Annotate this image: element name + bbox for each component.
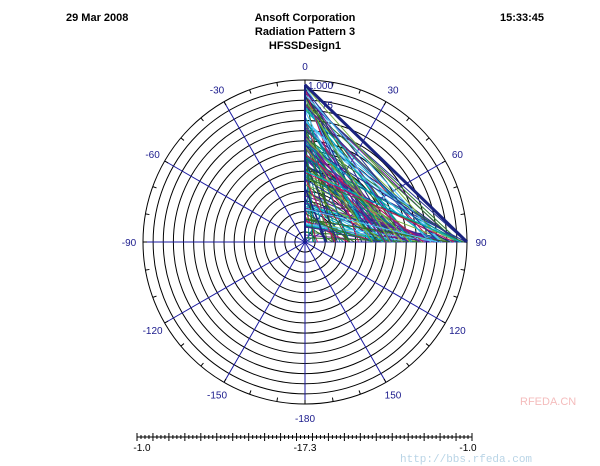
trace-line <box>304 208 439 243</box>
ring-tick <box>164 320 169 324</box>
angle-label: 120 <box>449 326 466 337</box>
angle-label: 60 <box>452 150 464 161</box>
trace-line <box>304 187 328 243</box>
trace-line <box>304 170 461 243</box>
trace-line <box>304 134 351 243</box>
ring-tick <box>406 117 410 122</box>
time-label: 15:33:45 <box>500 12 545 24</box>
trace-line <box>304 116 328 243</box>
radial-max-label: 1.000 <box>308 81 333 92</box>
angle-label: 90 <box>475 238 487 249</box>
colorbar-label: -17.3 <box>294 443 317 454</box>
grid-spoke <box>223 241 306 383</box>
ring-tick <box>358 89 361 94</box>
ring-tick <box>249 390 252 395</box>
trace-line <box>304 144 463 243</box>
trace-line <box>304 142 436 243</box>
ring-tick <box>152 186 157 189</box>
angle-label: -150 <box>207 390 227 401</box>
ring-tick <box>200 362 204 367</box>
colorbar-label: -1.0 <box>459 443 477 454</box>
ring-tick <box>145 268 150 271</box>
angle-label: -120 <box>143 326 163 337</box>
trace-line <box>304 98 391 243</box>
angle-label: 30 <box>387 86 399 97</box>
trace-line <box>304 167 351 243</box>
watermark-url: http://bbs.rfeda.com <box>400 454 533 466</box>
trace-line <box>304 190 387 243</box>
grid-spoke <box>164 241 306 324</box>
ring-tick <box>441 160 446 164</box>
ring-tick <box>358 390 361 395</box>
trace-line <box>304 223 411 243</box>
ring-tick <box>180 343 185 347</box>
ring-tick <box>460 268 465 271</box>
radial-mid-label: .75 <box>319 100 333 111</box>
trace-line <box>304 103 458 243</box>
trace-line <box>304 157 461 243</box>
ring-tick <box>453 295 458 298</box>
ring-tick <box>223 378 227 383</box>
colorbar-label: -1.0 <box>133 443 151 454</box>
ring-tick <box>331 82 334 87</box>
trace-envelope <box>303 83 469 244</box>
ring-tick <box>200 117 204 122</box>
grid-spoke <box>304 241 387 383</box>
trace-line <box>304 124 393 243</box>
angle-label: 0 <box>302 62 308 73</box>
angle-label: 150 <box>385 390 402 401</box>
ring-tick <box>406 362 410 367</box>
trace-line <box>304 218 373 243</box>
trace-line <box>304 137 314 243</box>
grid-spoke <box>223 101 306 243</box>
trace-line <box>304 105 440 243</box>
date-label: 29 Mar 2008 <box>66 12 129 24</box>
ring-tick <box>383 378 387 383</box>
trace-line <box>304 225 381 243</box>
ring-tick <box>145 213 150 216</box>
trace-line <box>304 89 429 243</box>
angle-label: -30 <box>210 86 225 97</box>
ring-tick <box>249 89 252 94</box>
ring-tick <box>331 397 334 402</box>
ring-tick <box>180 137 185 141</box>
ring-tick <box>425 137 430 141</box>
ring-tick <box>425 343 430 347</box>
trace-line <box>304 94 443 243</box>
trace-line <box>304 226 436 243</box>
ring-tick <box>223 101 227 106</box>
company-label: Ansoft Corporation <box>254 12 356 24</box>
angle-label: -60 <box>145 150 160 161</box>
trace-line <box>304 136 403 243</box>
chart-title: Radiation Pattern 3 <box>254 26 356 38</box>
ring-tick <box>441 320 446 324</box>
grid-spoke <box>304 101 387 243</box>
watermark-brand: RFEDA.CN <box>520 396 577 408</box>
grid-spoke <box>164 160 306 243</box>
design-label: HFSSDesign1 <box>268 40 342 52</box>
ring-tick <box>460 213 465 216</box>
trace-line <box>304 178 409 243</box>
ring-tick <box>276 82 279 87</box>
ring-tick <box>383 101 387 106</box>
ring-tick <box>453 186 458 189</box>
trace-line <box>304 174 422 243</box>
ring-tick <box>164 160 169 164</box>
trace-line <box>304 171 455 243</box>
angle-label: -90 <box>122 238 137 249</box>
angle-label: -180 <box>295 414 315 425</box>
ring-tick <box>152 295 157 298</box>
ring-tick <box>276 397 279 402</box>
grid-spoke <box>304 241 446 324</box>
trace-line <box>304 134 386 243</box>
